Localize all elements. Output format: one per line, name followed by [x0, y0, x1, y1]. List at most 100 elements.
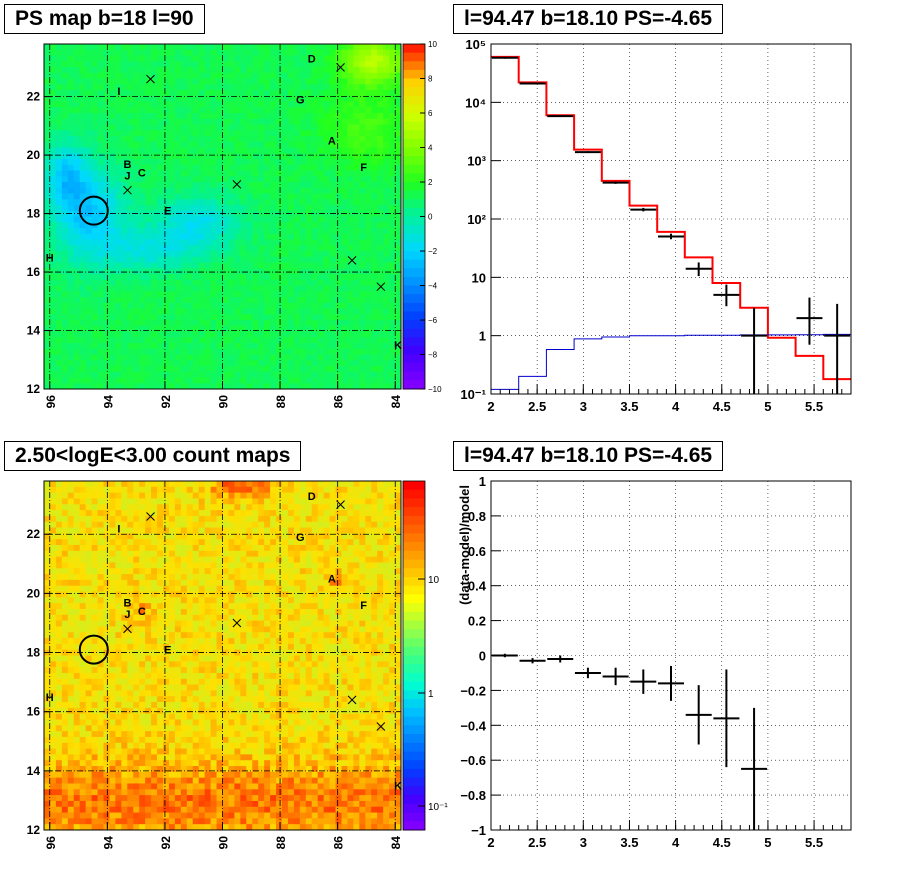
ps-cell [311, 354, 319, 361]
ps-cell [55, 176, 63, 183]
ps-cell [305, 377, 313, 384]
count-cell [145, 783, 152, 790]
count-cell [133, 824, 140, 831]
count-cell [61, 614, 69, 621]
count-cell [73, 748, 81, 755]
ps-cell [174, 205, 182, 212]
ps-cell [276, 55, 283, 62]
ps-cell [180, 113, 188, 120]
count-cell [79, 684, 87, 691]
ps-cell [293, 147, 301, 154]
ps-cell [347, 141, 354, 148]
ps-cell [163, 205, 170, 212]
ps-cell [341, 331, 348, 338]
ps-cell [270, 337, 277, 344]
ps-cell [299, 136, 307, 143]
ps-cell [371, 348, 378, 355]
ps-cell [145, 216, 152, 223]
ps-cell [174, 124, 182, 131]
ps-cell [299, 331, 307, 338]
count-cell [103, 672, 110, 680]
ps-cell [395, 297, 402, 304]
ps-cell [174, 314, 182, 321]
ps-cell [258, 371, 265, 378]
ps-cell [377, 274, 384, 281]
ps-cell [287, 337, 295, 344]
ps-cell [222, 101, 229, 108]
count-cell [91, 667, 98, 674]
ps-cell [287, 118, 295, 125]
ps-cell [61, 233, 69, 240]
ps-cell [389, 84, 396, 91]
ps-cell [395, 377, 402, 384]
ps-cell [311, 159, 319, 166]
ps-cell [163, 118, 170, 125]
count-cell [115, 789, 122, 796]
count-cell [85, 550, 92, 558]
ps-cell [240, 233, 247, 240]
ps-cell [204, 285, 211, 292]
count-cell [79, 527, 87, 534]
ps-cell [103, 348, 110, 355]
ps-cell [210, 90, 217, 97]
ps-cell [115, 285, 122, 292]
ps-cell [335, 67, 342, 74]
ps-cell [180, 193, 188, 200]
ps-cell [222, 233, 229, 240]
ps-cell [347, 320, 354, 327]
count-cell [79, 585, 87, 592]
count-cell [79, 766, 87, 773]
ps-cell [204, 44, 211, 51]
ps-cell [127, 44, 134, 51]
count-cell [145, 702, 152, 709]
source-label: K [394, 340, 402, 352]
ps-cell [115, 233, 122, 240]
ps-cell [61, 187, 69, 194]
count-cell [139, 707, 146, 715]
ps-cell [353, 239, 360, 246]
ps-cell [311, 84, 319, 91]
ps-cell [85, 262, 92, 269]
count-cell [109, 702, 116, 709]
ps-cell [157, 239, 164, 246]
ps-cell [335, 251, 342, 258]
count-cell [85, 736, 92, 744]
count-cell [49, 632, 57, 639]
ps-cell [210, 285, 217, 292]
ps-cell [204, 55, 211, 62]
ps-cell [228, 343, 235, 350]
ps-cell [222, 95, 229, 102]
ps-cell [55, 55, 63, 62]
ps-cell [323, 320, 330, 327]
ps-cell [234, 141, 241, 148]
ps-cell [234, 153, 241, 160]
ps-cell [55, 245, 63, 252]
ps-cell [270, 49, 277, 56]
ps-cell [210, 136, 217, 143]
ps-cell [264, 337, 271, 344]
ps-cell [329, 216, 336, 223]
ps-cell [168, 279, 176, 286]
count-cell [55, 678, 63, 685]
ps-cell [282, 49, 289, 56]
ps-cell [305, 314, 313, 321]
ps-cell [192, 118, 200, 125]
count-cell [44, 672, 51, 680]
ps-cell [305, 101, 313, 108]
ps-cell [371, 239, 378, 246]
ps-cell [157, 44, 164, 51]
ps-cell [353, 348, 360, 355]
count-cell [49, 818, 57, 825]
count-cell [85, 812, 92, 819]
ps-cell [103, 170, 110, 177]
ps-y-tick-label: 20 [27, 148, 41, 162]
ps-cell [246, 360, 253, 367]
ps-cell [282, 297, 289, 304]
ps-cell [293, 113, 301, 120]
count-cell [115, 533, 122, 540]
ps-cell [287, 124, 295, 131]
ps-cell [133, 360, 140, 367]
ps-cell [44, 136, 51, 143]
ps-cell [85, 187, 92, 194]
